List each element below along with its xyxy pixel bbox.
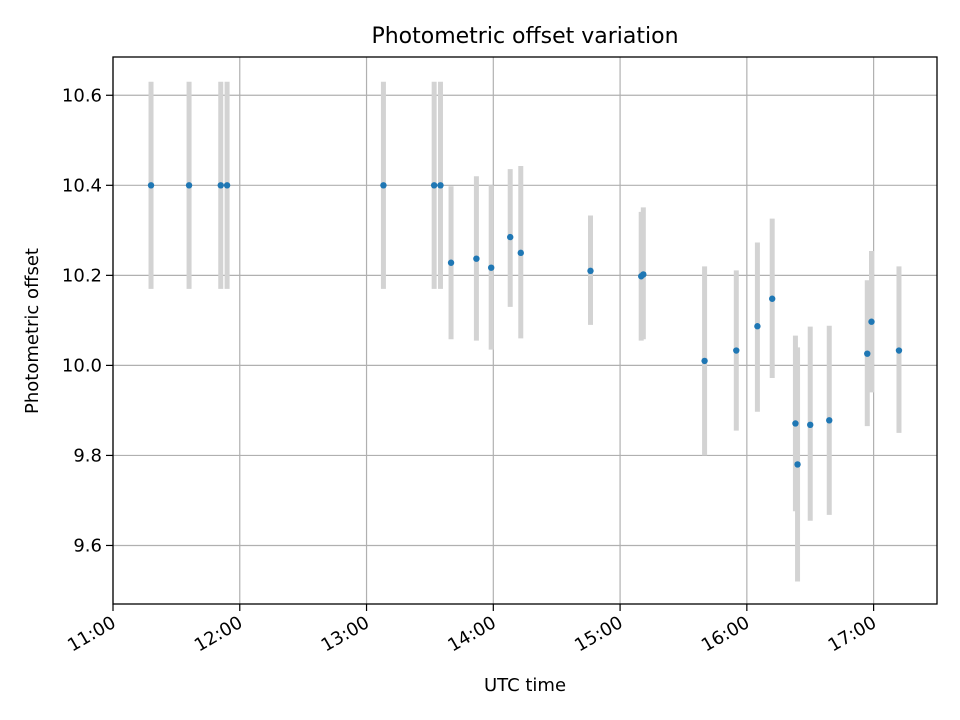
data-point: [895, 347, 903, 354]
plot-frame: [112, 56, 938, 605]
data-point: [217, 182, 224, 189]
data-point: [437, 182, 444, 189]
x-tick-label: 17:00: [825, 612, 880, 656]
y-tick-label: 10.0: [62, 355, 102, 376]
data-point: [864, 350, 871, 357]
data-point: [380, 182, 387, 189]
axis-ticks: [106, 94, 875, 611]
x-tick-label: 13:00: [318, 612, 373, 656]
y-tick-label: 10.2: [62, 265, 102, 286]
grid: [112, 57, 937, 604]
data-point: [769, 295, 776, 302]
data-point: [794, 461, 801, 468]
x-tick-label: 14:00: [444, 612, 499, 656]
x-tick-label: 15:00: [571, 612, 626, 656]
chart-title: Photometric offset variation: [371, 24, 678, 49]
y-tick-labels: 9.6 9.8 10.0 10.2 10.4 10.6: [62, 85, 102, 556]
data-point: [826, 417, 833, 424]
data-point: [807, 421, 814, 429]
data-point: [223, 182, 231, 189]
x-tick-label: 11:00: [64, 612, 119, 656]
data-point: [430, 182, 438, 189]
data-points: [147, 182, 903, 468]
y-tick-label: 9.6: [73, 535, 102, 556]
data-point: [640, 271, 647, 278]
x-axis-label: UTC time: [484, 675, 566, 696]
y-axis-label: Photometric offset: [22, 248, 43, 414]
x-tick-label: 12:00: [191, 612, 246, 656]
data-point: [733, 347, 740, 354]
data-point: [447, 259, 455, 266]
data-point: [507, 233, 514, 241]
x-tick-label: 16:00: [698, 612, 753, 656]
data-point: [473, 255, 480, 262]
data-point: [754, 323, 761, 330]
y-tick-label: 10.4: [62, 175, 102, 196]
data-point: [587, 267, 594, 275]
data-point: [487, 264, 495, 271]
data-point: [792, 420, 799, 427]
error-bars: [148, 81, 902, 582]
data-point: [185, 182, 193, 189]
x-tick-labels: 11:00 12:00 13:00 14:00 15:00 16:00 17:00: [64, 612, 880, 656]
y-tick-label: 10.6: [62, 85, 102, 106]
data-point: [868, 318, 875, 325]
y-tick-label: 9.8: [73, 445, 102, 466]
data-point: [701, 357, 708, 365]
data-point: [517, 249, 524, 257]
data-point: [147, 182, 155, 189]
